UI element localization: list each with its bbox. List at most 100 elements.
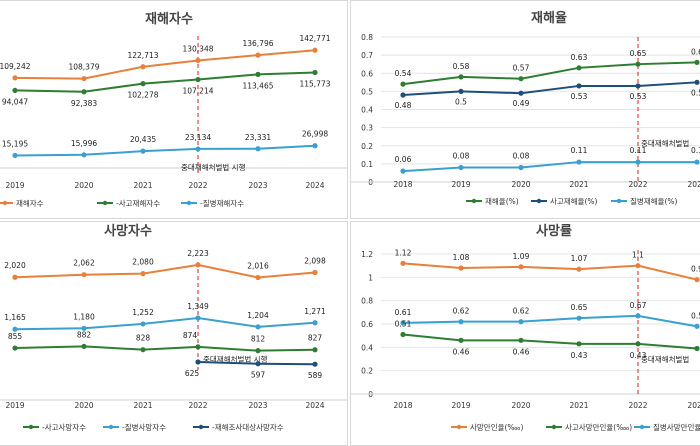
data-label: 94,047 — [2, 97, 28, 106]
data-point — [518, 76, 524, 82]
data-label: 113,465 — [242, 81, 273, 90]
x-tick-label: 2023 — [248, 401, 267, 410]
chart-title: 사망자수 — [104, 223, 152, 239]
x-tick-label: 2022 — [188, 401, 207, 410]
series-line — [402, 161, 697, 173]
data-point — [694, 59, 700, 65]
series-line — [14, 144, 316, 157]
data-point — [576, 341, 582, 347]
data-label: 1,271 — [304, 307, 326, 316]
data-point — [635, 341, 641, 347]
data-label: 828 — [136, 334, 151, 343]
data-point — [195, 344, 201, 350]
data-point — [195, 262, 201, 268]
data-label: 0.08 — [513, 152, 530, 161]
annotation-text: 중대재해처벌법 — [641, 354, 689, 364]
data-point — [576, 266, 582, 272]
data-point — [312, 69, 318, 76]
data-label: 0.51 — [395, 320, 412, 329]
data-point — [12, 326, 18, 332]
legend-marker — [2, 200, 8, 206]
data-label: 1.12 — [395, 248, 412, 257]
data-label: 2,016 — [247, 261, 269, 270]
data-label: 1.08 — [453, 253, 470, 262]
y-tick-label: 0.2 — [361, 367, 373, 376]
x-tick-label: 2021 — [133, 401, 152, 410]
data-label: 0.48 — [395, 101, 412, 110]
death-rate-chart: 00.20.40.60.811.220182019202020212022202… — [351, 223, 700, 432]
data-label: 15,996 — [71, 139, 97, 148]
data-point — [518, 319, 524, 325]
data-point — [140, 148, 146, 154]
data-point — [635, 61, 641, 67]
data-label: 0.62 — [513, 307, 530, 316]
data-label: 1.1 — [632, 251, 644, 260]
data-label: 115,773 — [299, 79, 330, 88]
data-label: 0.5 — [455, 97, 467, 106]
legend-label: 질병사망만인율(‱) — [653, 422, 700, 432]
data-label: 0.54 — [395, 69, 412, 78]
data-label: 0.53 — [630, 92, 647, 101]
data-point — [255, 348, 261, 354]
data-label: 2,062 — [73, 259, 95, 268]
legend-marker — [639, 424, 645, 430]
data-point — [140, 347, 146, 353]
data-point — [694, 323, 700, 329]
chart-title: 재해자수 — [145, 11, 193, 27]
legend-label: 사고재해율(%) — [550, 196, 598, 206]
data-point — [12, 75, 18, 81]
data-label: 0.49 — [513, 99, 530, 108]
data-point — [458, 88, 464, 94]
legend-label: 재해자수 — [16, 198, 44, 208]
legend-label: 질병재해율(%) — [630, 196, 678, 206]
data-label: 1,204 — [247, 311, 269, 320]
data-point — [576, 65, 582, 71]
legend-marker — [551, 424, 557, 430]
data-point — [312, 320, 318, 326]
series-line — [14, 49, 316, 80]
data-point — [12, 345, 18, 351]
data-point — [255, 274, 261, 281]
data-label: 1,165 — [4, 313, 26, 322]
data-point — [576, 315, 582, 321]
data-label: 0.57 — [513, 64, 530, 73]
y-tick-label: 0.2 — [361, 142, 373, 151]
x-tick-label: 2021 — [133, 181, 152, 190]
data-point — [400, 320, 406, 326]
legend-label: -사고사망자수 — [42, 422, 86, 432]
data-label: 109,242 — [0, 62, 31, 71]
data-point — [195, 146, 201, 152]
series-line — [402, 262, 698, 281]
series-line — [14, 345, 316, 352]
data-label: 0.5 — [691, 88, 700, 97]
data-point — [12, 152, 18, 159]
data-label: 0.1 — [691, 146, 700, 155]
annotation-text: 중대재해처벌법 — [641, 138, 689, 148]
data-label: 0.43 — [630, 351, 647, 360]
y-tick-label: 0.6 — [361, 320, 373, 329]
legend-marker — [102, 200, 108, 206]
data-point — [576, 83, 582, 89]
y-tick-label: 0.5 — [361, 87, 373, 96]
data-point — [518, 164, 524, 171]
data-label: 136,796 — [242, 39, 273, 48]
x-tick-label: 2022 — [188, 181, 207, 190]
data-point — [255, 361, 261, 367]
data-label: 0.65 — [630, 49, 647, 58]
x-tick-label: 2024 — [305, 181, 324, 190]
data-label: 1,252 — [132, 308, 154, 317]
x-tick-label: 2022 — [628, 401, 647, 410]
data-point — [458, 319, 464, 325]
x-tick-label: 2019 — [5, 181, 24, 190]
y-tick-label: 1 — [368, 273, 373, 282]
x-tick-label: 2023 — [687, 401, 700, 410]
data-label: 0.46 — [513, 347, 530, 356]
data-point — [81, 272, 87, 278]
data-point — [312, 347, 318, 353]
data-label: 0.67 — [630, 301, 647, 310]
data-label: 0.58 — [453, 62, 470, 71]
series-line — [14, 317, 316, 331]
data-point — [140, 81, 146, 87]
x-tick-label: 2019 — [5, 401, 24, 410]
